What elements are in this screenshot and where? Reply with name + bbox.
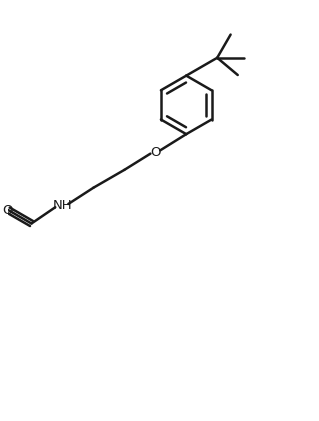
Text: NH: NH: [53, 199, 72, 212]
Text: O: O: [150, 146, 160, 159]
Text: O: O: [2, 204, 13, 216]
